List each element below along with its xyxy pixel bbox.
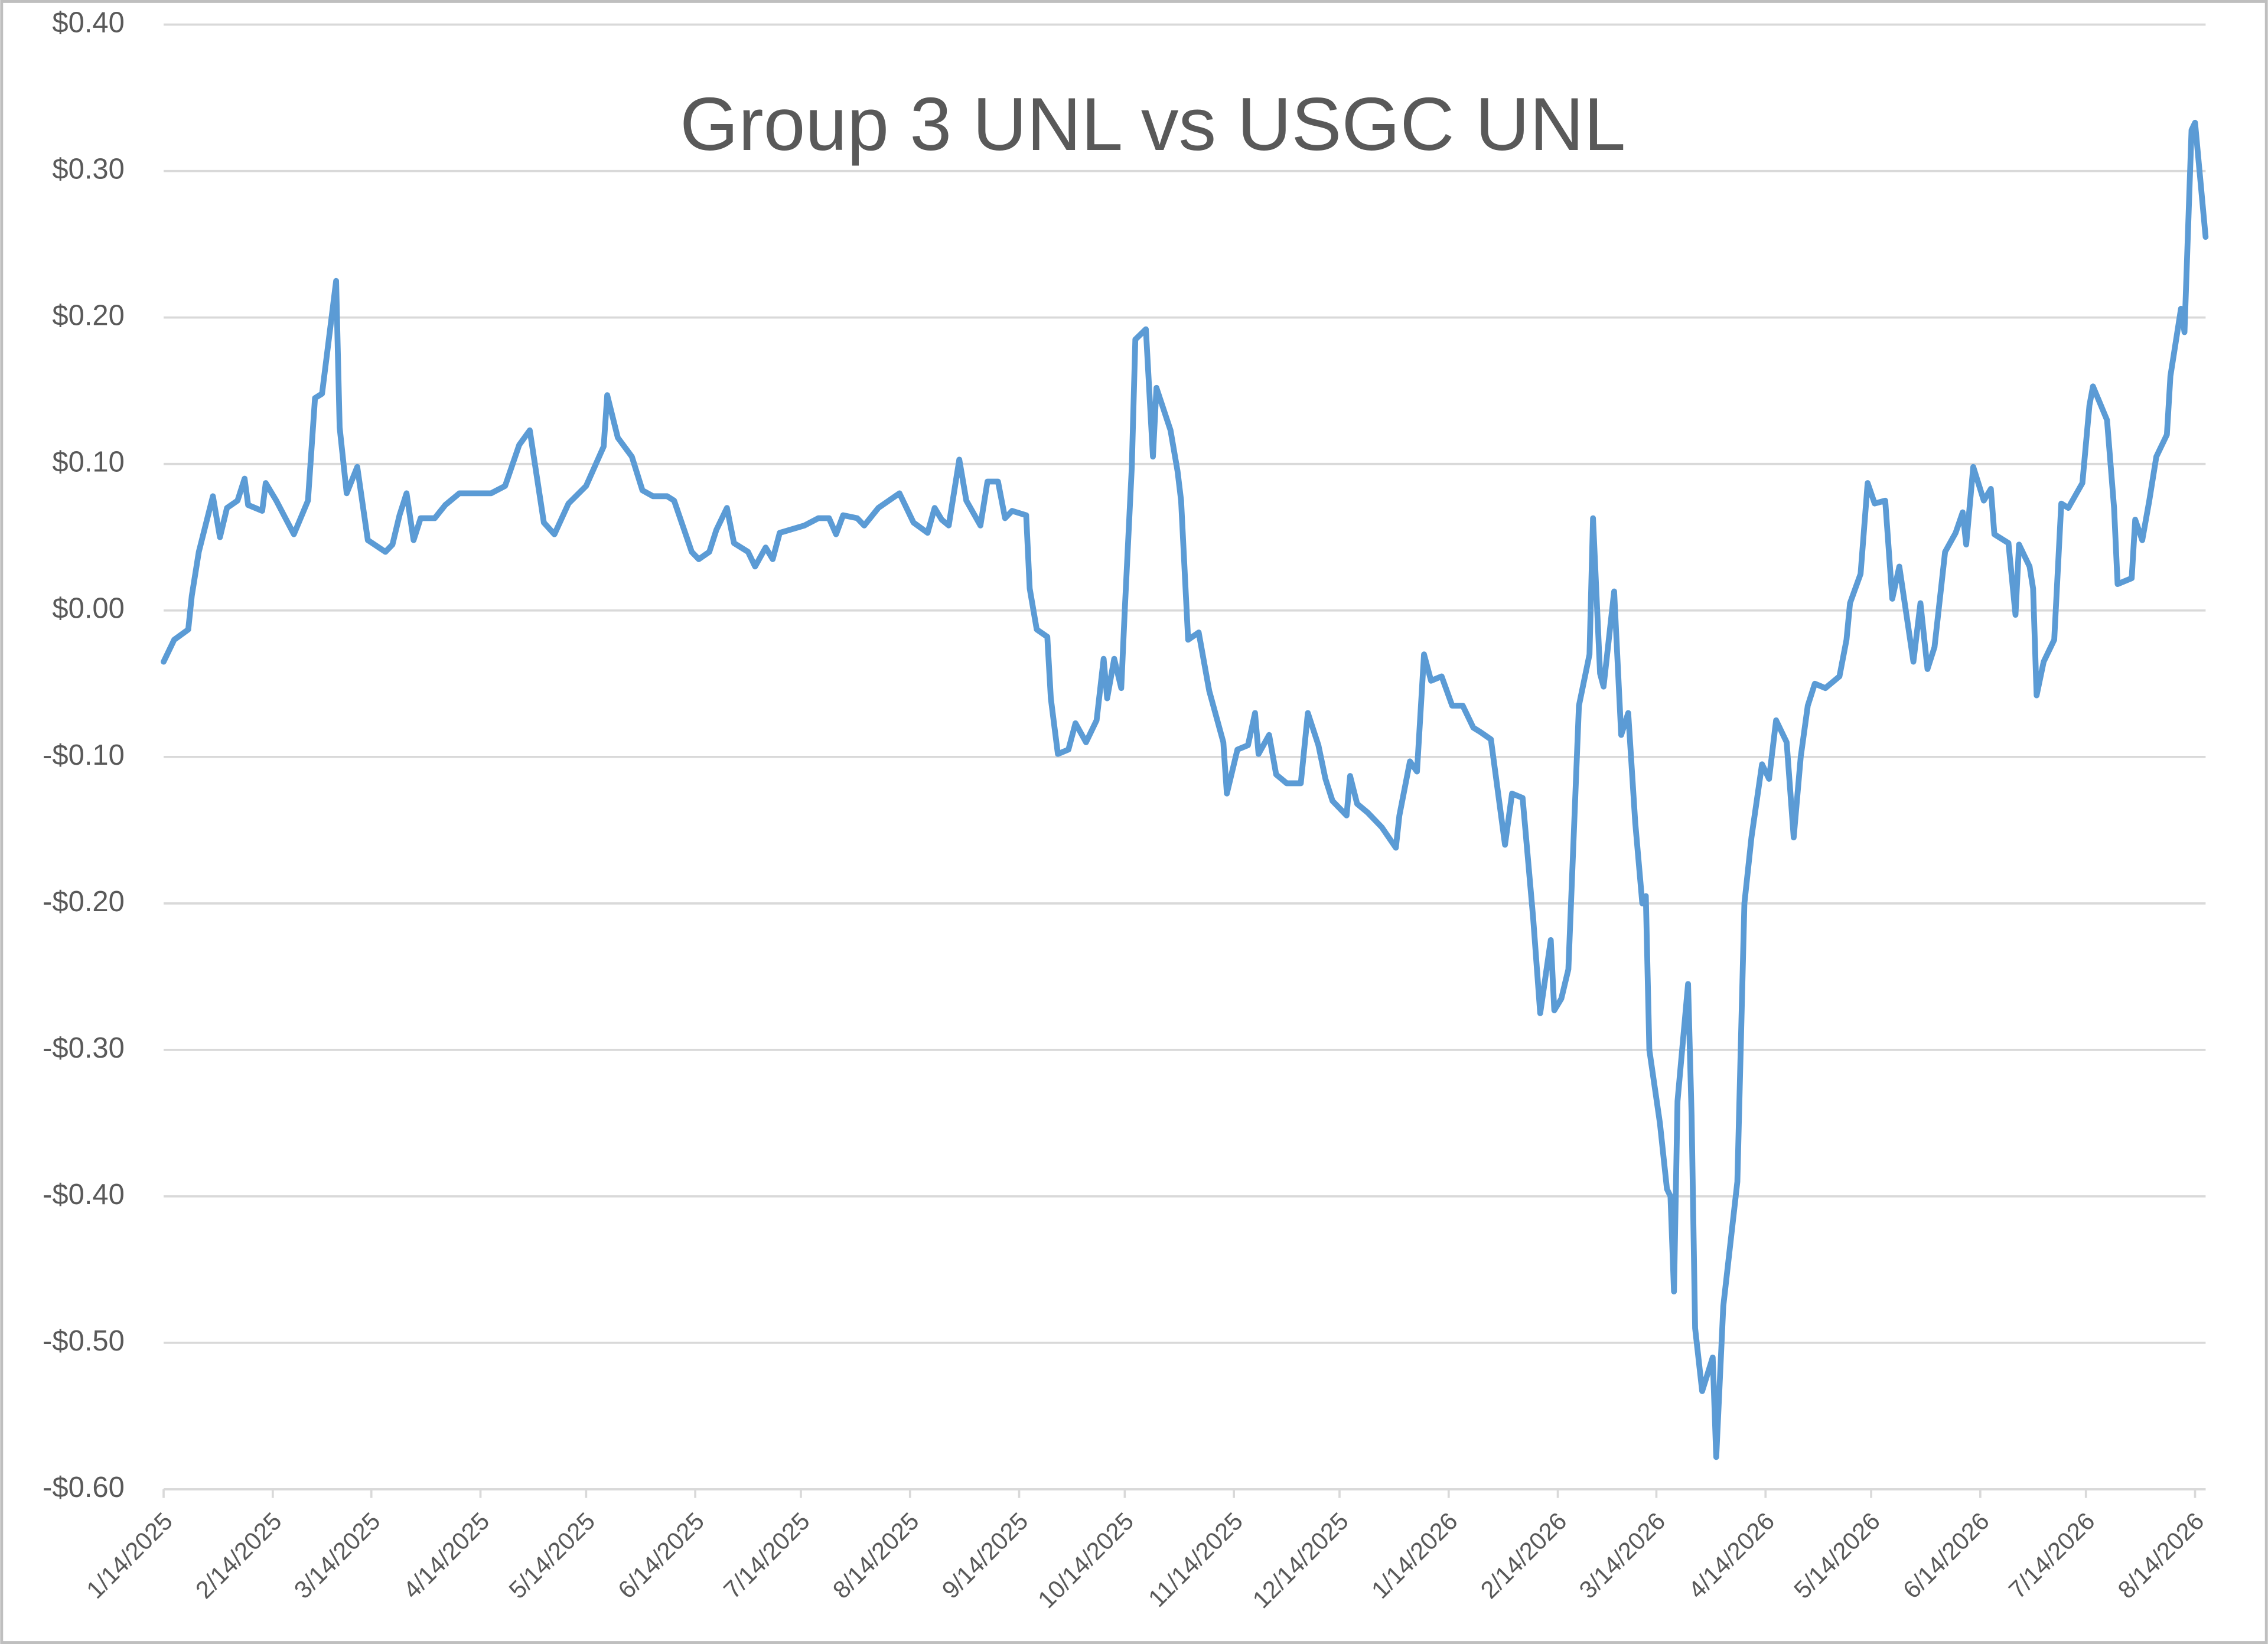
y-tick-label: -$0.30 <box>43 1032 125 1064</box>
y-tick-label: -$0.10 <box>43 739 125 771</box>
y-tick-label: -$0.40 <box>43 1179 125 1211</box>
y-tick-label: -$0.20 <box>43 886 125 918</box>
y-tick-label: -$0.50 <box>43 1325 125 1357</box>
y-tick-label: $0.10 <box>52 446 125 478</box>
y-tick-label: -$0.60 <box>43 1472 125 1503</box>
y-tick-label: $0.30 <box>52 154 125 185</box>
y-tick-label: $0.20 <box>52 300 125 332</box>
data-line <box>161 119 2209 1460</box>
chart-title: Group 3 UNL vs USGC UNL <box>680 82 1625 166</box>
y-tick-label: $0.00 <box>52 593 125 625</box>
y-tick-label: $0.40 <box>52 7 125 39</box>
